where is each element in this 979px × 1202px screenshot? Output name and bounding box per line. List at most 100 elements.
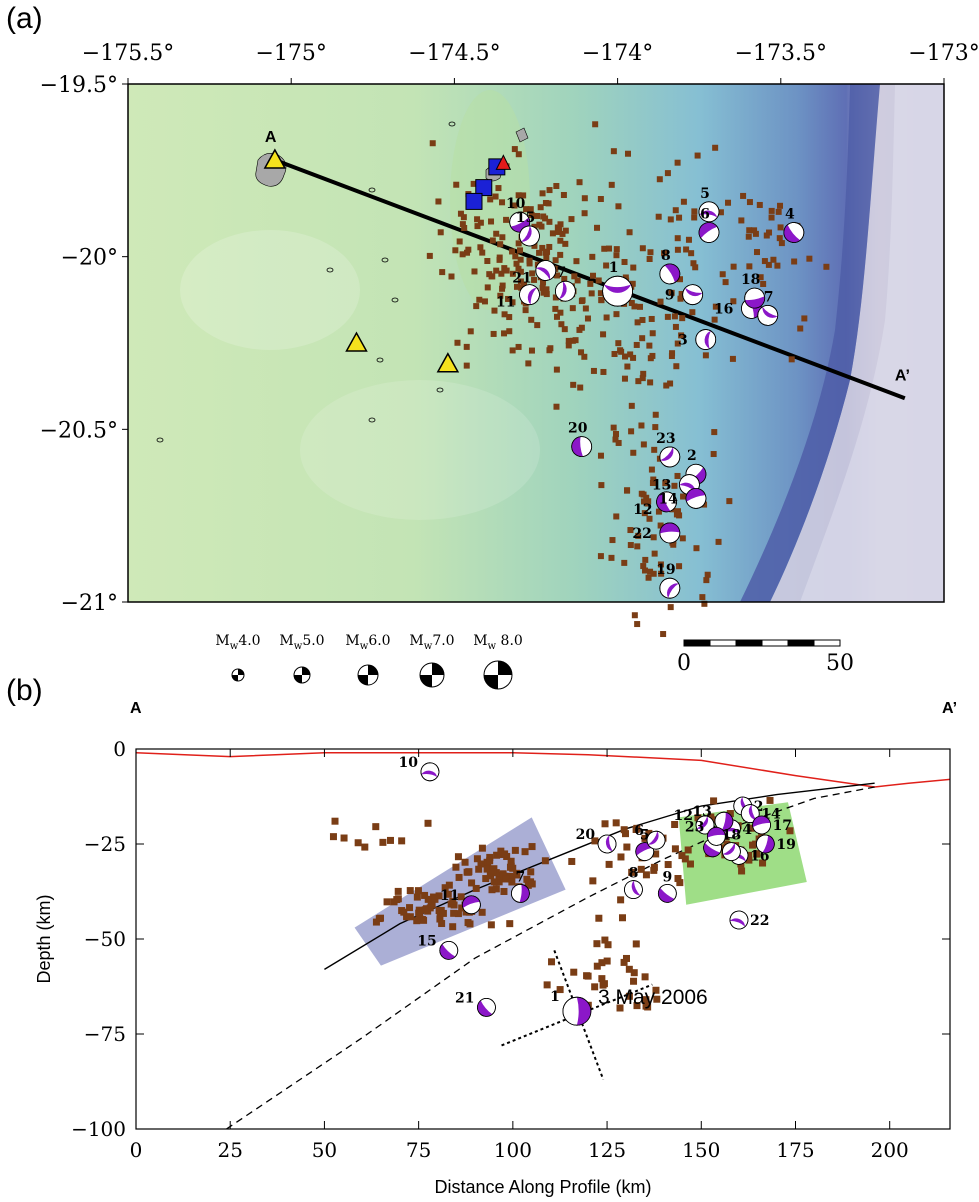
mechanism-label-23: 23 [656,431,675,447]
earthquake-marker [791,258,798,265]
earthquake-marker [684,846,692,854]
earthquake-marker [639,375,646,382]
section-mechanism-label-4: 4 [742,822,752,838]
earthquake-marker [531,223,538,230]
earthquake-marker [711,316,718,323]
earthquake-marker [529,270,536,277]
mechanism-label-22: 22 [632,526,651,542]
earthquake-marker [453,181,460,188]
earthquake-marker [448,273,455,280]
earthquake-marker [503,267,510,274]
earthquake-marker [605,860,613,868]
earthquake-marker [543,254,550,261]
earthquake-marker [553,403,560,410]
earthquake-marker [624,150,631,157]
focal-mechanism-7-outline [554,280,576,302]
mechanism-label-2: 2 [687,448,697,464]
earthquake-marker [621,375,628,382]
earthquake-marker [484,284,491,291]
earthquake-marker [570,381,577,388]
section-mechanism-15-compression [439,944,456,960]
scale-bar-segment [735,639,763,647]
earthquake-marker [528,843,536,851]
earthquake-marker [509,864,517,872]
earthquake-marker [478,844,486,852]
earthquake-marker [628,402,635,409]
focal-mechanism-7 [554,280,576,302]
magnitude-symbol: M [409,633,423,649]
earthquake-marker [577,384,584,391]
section-mechanism-14-compression [748,804,757,821]
focal-mechanism-22-outline [659,522,681,544]
y-axis-title: Depth (km) [34,894,54,983]
focal-mechanism-5-outline [698,201,720,223]
earthquake-marker [429,140,436,147]
section-mechanism-6-compression [648,831,659,845]
earthquake-marker [490,330,497,337]
earthquake-marker [652,986,660,994]
earthquake-marker [484,258,491,265]
magnitude-subscript: w [230,641,239,652]
focal-mechanism-9 [682,284,704,306]
magnitude-value: 6.0 [368,633,390,649]
x-tick-label: 25 [217,1138,242,1162]
earthquake-marker [340,834,348,842]
earthquake-marker [640,563,647,570]
earthquake-marker [468,879,476,887]
earthquake-marker [644,500,651,507]
earthquake-marker [726,810,734,818]
earthquake-marker [634,543,641,550]
section-mechanism-7-outline [510,884,530,903]
magnitude-value: 5.0 [302,633,324,649]
earthquake-marker [481,298,488,305]
earthquake-marker [649,330,656,337]
x-tick-label: 100 [494,1138,532,1162]
magnitude-legend-ball [483,660,513,690]
mechanism-label-12: 12 [633,502,652,518]
earthquake-marker [726,498,733,505]
section-mechanism-8-outline [624,880,643,899]
legend-ball-quadrant [302,667,310,675]
earthquake-marker [661,250,668,257]
earthquake-marker [506,328,513,335]
earthquake-marker [679,315,686,322]
earthquake-marker [517,278,524,285]
earthquake-marker [746,199,753,206]
focal-mechanism-18-compression [744,296,765,309]
earthquake-marker [765,261,772,268]
earthquake-marker [650,534,657,541]
earthquake-marker [565,342,572,349]
earthquake-marker [766,796,774,804]
earthquake-marker [647,249,654,256]
section-mechanism-19-compression [762,835,775,853]
earthquake-marker [674,508,681,515]
earthquake-marker [413,917,421,925]
earthquake-marker [650,570,657,577]
earthquake-marker [655,213,662,220]
magnitude-legend-label: Mw4.0 [215,633,260,652]
earthquake-marker [652,424,659,431]
earthquake-marker [648,466,655,473]
earthquake-marker [640,498,647,505]
earthquake-marker [552,305,559,312]
earthquake-marker [671,845,679,853]
earthquake-marker [747,824,755,832]
x-tick-label: 75 [406,1138,431,1162]
earthquake-marker [459,221,466,228]
section-mechanism-label-9: 9 [662,869,672,885]
slab-bottom-dashed-line [226,786,875,1129]
earthquake-marker [667,216,674,223]
earthquake-marker [777,224,784,231]
earthquake-marker [507,857,515,865]
earthquake-marker [647,568,654,575]
focal-mechanism-14-compression [685,488,706,502]
section-mechanism-label-7: 7 [516,869,526,885]
earthquake-marker [594,224,601,231]
map-y-tick-label: −19.5° [40,73,118,98]
earthquake-marker [553,183,560,190]
mechanism-label-8: 8 [661,248,671,264]
section-mechanism-label-23: 23 [685,819,704,835]
earthquake-marker [597,290,604,297]
earthquake-marker [581,195,588,202]
focal-mechanism-19 [659,577,681,599]
